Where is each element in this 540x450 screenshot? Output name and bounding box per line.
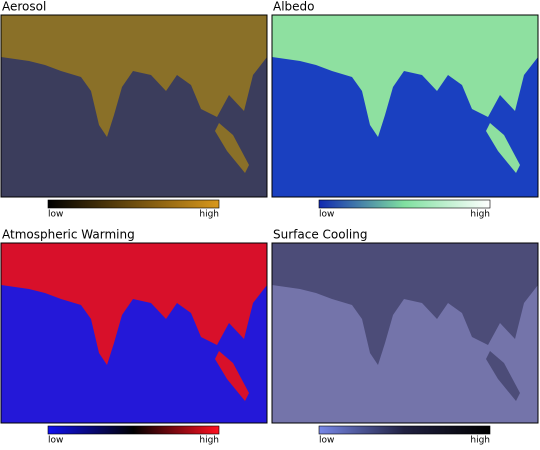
colorbar-low-label: low: [48, 436, 63, 446]
colorbar: [318, 199, 491, 209]
colorbar-high-label: high: [470, 436, 490, 446]
panel: Albedo low high: [271, 0, 539, 220]
colorbar-low-label: low: [319, 210, 334, 220]
map: [272, 243, 538, 423]
colorbar: [47, 425, 220, 435]
colorbar: [47, 199, 220, 209]
map-frame: [271, 242, 539, 424]
colorbar-low-label: low: [319, 436, 334, 446]
colorbar: [318, 425, 491, 435]
panel: Aerosol low high: [0, 0, 268, 220]
map: [1, 243, 267, 423]
panel: Atmospheric Warming low high: [0, 228, 268, 446]
map: [272, 15, 538, 197]
colorbar-low-label: low: [48, 210, 63, 220]
panel-title: Atmospheric Warming: [2, 228, 135, 242]
map-frame: [0, 242, 268, 424]
panel-title: Aerosol: [2, 0, 46, 14]
panel-title: Surface Cooling: [273, 228, 367, 242]
panel: Surface Cooling low high: [271, 228, 539, 446]
colorbar-high-label: high: [199, 436, 219, 446]
map-frame: [271, 14, 539, 198]
panel-title: Albedo: [273, 0, 315, 14]
colorbar-high-label: high: [470, 210, 490, 220]
map-frame: [0, 14, 268, 198]
map: [1, 15, 267, 197]
colorbar-high-label: high: [199, 210, 219, 220]
